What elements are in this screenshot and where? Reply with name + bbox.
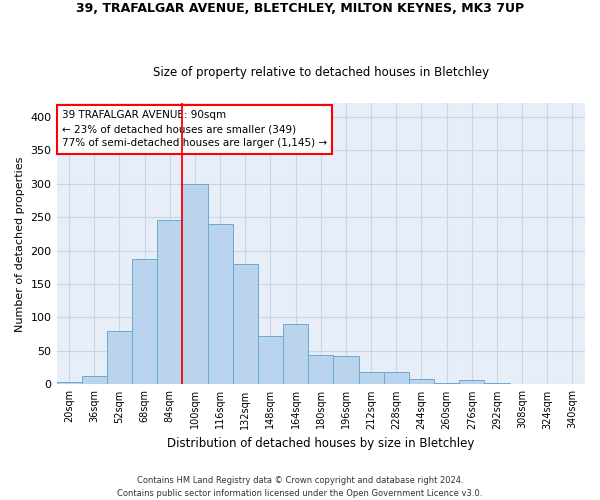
Bar: [308, 355, 334, 384]
Bar: [359, 372, 383, 384]
Text: 39 TRAFALGAR AVENUE: 90sqm
← 23% of detached houses are smaller (349)
77% of sem: 39 TRAFALGAR AVENUE: 90sqm ← 23% of deta…: [62, 110, 327, 148]
Bar: [409, 379, 434, 384]
Text: Contains HM Land Registry data © Crown copyright and database right 2024.
Contai: Contains HM Land Registry data © Crown c…: [118, 476, 482, 498]
Bar: [208, 224, 233, 384]
Bar: [233, 264, 258, 384]
Text: 39, TRAFALGAR AVENUE, BLETCHLEY, MILTON KEYNES, MK3 7UP: 39, TRAFALGAR AVENUE, BLETCHLEY, MILTON …: [76, 2, 524, 16]
Bar: [334, 356, 359, 384]
Bar: [459, 380, 484, 384]
Bar: [434, 383, 459, 384]
Bar: [132, 258, 157, 384]
Bar: [383, 372, 409, 384]
Bar: [283, 324, 308, 384]
Y-axis label: Number of detached properties: Number of detached properties: [15, 156, 25, 332]
Bar: [157, 220, 182, 384]
Bar: [258, 336, 283, 384]
Bar: [56, 382, 82, 384]
Bar: [484, 383, 509, 384]
Bar: [107, 331, 132, 384]
Title: Size of property relative to detached houses in Bletchley: Size of property relative to detached ho…: [153, 66, 489, 78]
Bar: [182, 184, 208, 384]
Bar: [82, 376, 107, 384]
X-axis label: Distribution of detached houses by size in Bletchley: Distribution of detached houses by size …: [167, 437, 475, 450]
